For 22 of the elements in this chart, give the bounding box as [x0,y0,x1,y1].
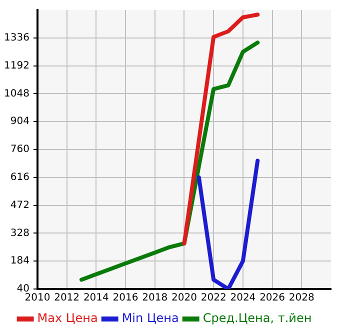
x-tick-label: 2022 [200,292,226,304]
y-tick-label: 1048 [4,88,30,100]
x-tick-label: 2020 [172,292,197,304]
x-tick-label: 2010 [24,292,50,304]
x-tick-label: 2016 [112,292,138,304]
x-tick-label: 2026 [260,292,286,304]
legend-label: Max Цена [37,311,98,326]
y-tick-label: 472 [10,200,30,211]
y-tick-label: 328 [10,228,30,239]
y-tick-label: 1192 [4,60,30,72]
x-tick-label: 2012 [54,292,80,304]
y-tick-label: 616 [10,172,30,183]
legend-label: Сред.Цена, т.йен [202,311,312,326]
x-tick-label: 2018 [142,292,168,304]
legend-label: Min Цена [122,311,179,326]
y-tick-label: 760 [10,144,30,156]
x-tick-label: 2028 [288,292,314,304]
x-tick-label: 2014 [83,292,109,304]
y-tick-label: 184 [10,256,30,267]
y-tick-label: 1336 [4,32,30,44]
y-tick-label: 904 [10,116,30,128]
x-tick-label: 2024 [230,292,256,304]
